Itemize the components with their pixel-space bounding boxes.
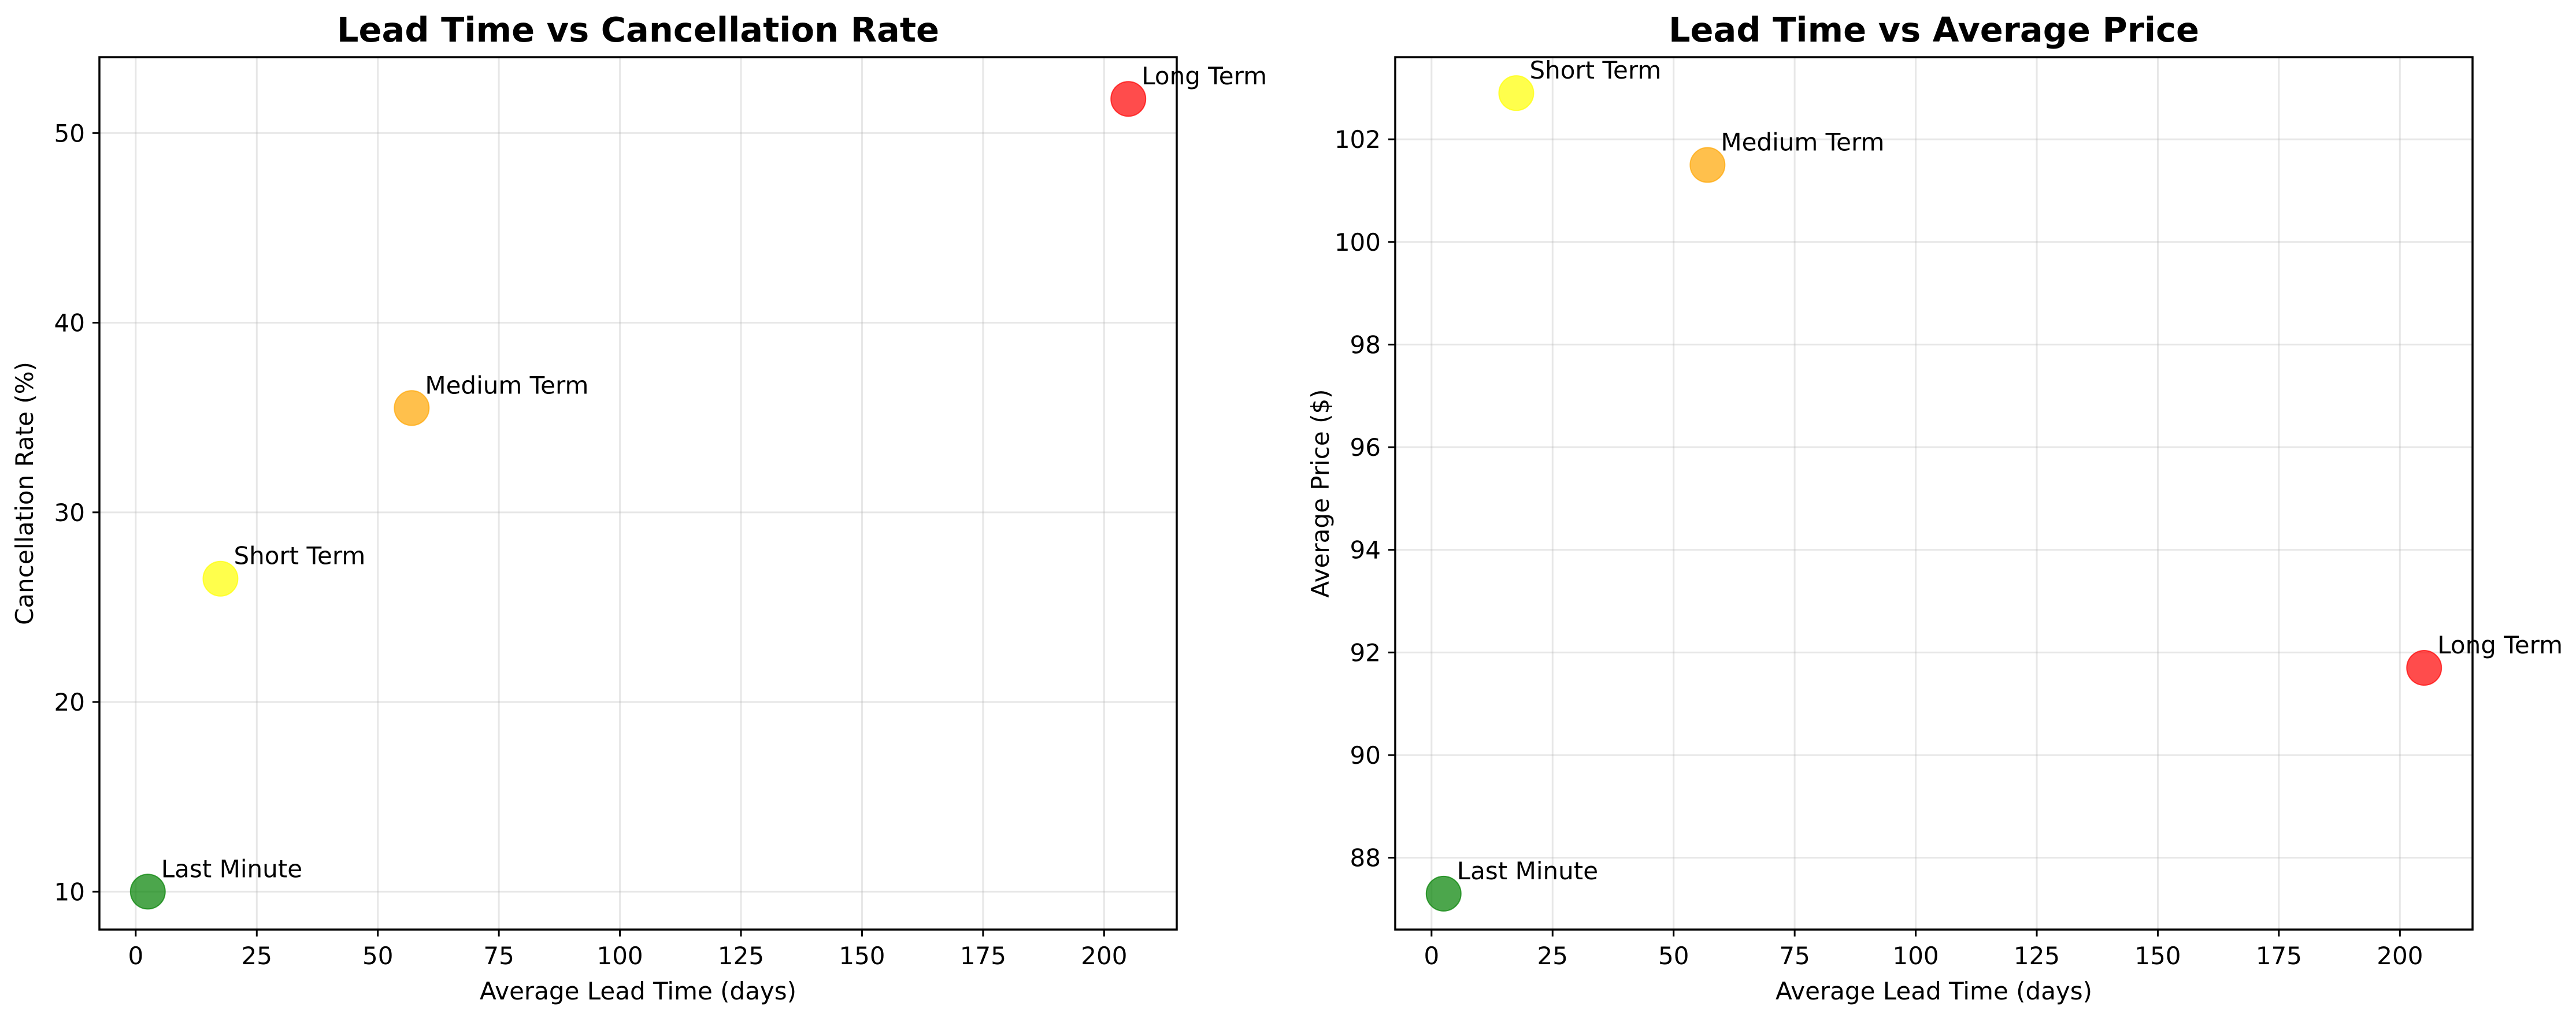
y-tick-label: 10 bbox=[54, 878, 85, 906]
x-tick-label: 50 bbox=[1658, 942, 1689, 970]
x-axis-label: Average Lead Time (days) bbox=[480, 977, 796, 1005]
data-point bbox=[2406, 650, 2442, 686]
x-tick-label: 125 bbox=[2014, 942, 2060, 970]
x-tick-label: 25 bbox=[1537, 942, 1568, 970]
data-point bbox=[1425, 875, 1462, 912]
chart-title: Lead Time vs Cancellation Rate bbox=[337, 10, 939, 50]
data-point bbox=[1110, 81, 1147, 117]
x-tick-label: 75 bbox=[483, 942, 514, 970]
y-tick-label: 92 bbox=[1350, 638, 1381, 667]
x-tick-label: 150 bbox=[839, 942, 885, 970]
cancellation-rate-chart: 0 25 50 75 100 125 150 175 200 10 20 30 40 50 Last Mi… bbox=[10, 10, 1267, 1005]
data-point-label: Medium Term bbox=[1721, 128, 1884, 157]
x-tick-label: 0 bbox=[128, 942, 143, 970]
y-tick-label: 40 bbox=[54, 309, 85, 337]
data-point-label: Long Term bbox=[1141, 62, 1267, 90]
y-tick-label: 20 bbox=[54, 688, 85, 716]
y-tick-label: 100 bbox=[1335, 228, 1381, 257]
x-tick-label: 0 bbox=[1424, 942, 1439, 970]
axis-ticks: 0 25 50 75 100 125 150 175 200 88 90 92 94 96 98 100 102 bbox=[1335, 125, 2423, 970]
y-tick-label: 90 bbox=[1350, 741, 1381, 770]
x-tick-label: 175 bbox=[2256, 942, 2302, 970]
grid bbox=[1395, 57, 2473, 930]
x-tick-label: 75 bbox=[1779, 942, 1810, 970]
grid bbox=[99, 57, 1177, 930]
data-point bbox=[1689, 147, 1726, 183]
average-price-chart: 0 25 50 75 100 125 150 175 200 88 90 92 94 96 98 100 102… bbox=[1306, 10, 2563, 1005]
data-points: Last Minute Short Term Medium Term Long Ter… bbox=[129, 62, 1267, 910]
x-tick-label: 25 bbox=[242, 942, 272, 970]
data-point-label: Medium Term bbox=[425, 371, 588, 399]
y-tick-label: 88 bbox=[1350, 844, 1381, 872]
x-tick-label: 100 bbox=[1892, 942, 1939, 970]
x-tick-label: 200 bbox=[1081, 942, 1127, 970]
data-point-label: Last Minute bbox=[161, 854, 302, 883]
chart-title: Lead Time vs Average Price bbox=[1669, 10, 2199, 50]
y-axis-label: Average Price ($) bbox=[1306, 389, 1335, 597]
x-tick-label: 175 bbox=[960, 942, 1006, 970]
data-point bbox=[394, 390, 430, 426]
plot-frame bbox=[98, 56, 1178, 931]
data-point bbox=[129, 874, 166, 910]
data-point bbox=[1498, 75, 1535, 112]
x-tick-label: 150 bbox=[2134, 942, 2181, 970]
x-tick-label: 200 bbox=[2377, 942, 2423, 970]
y-tick-label: 30 bbox=[54, 499, 85, 527]
y-tick-label: 94 bbox=[1350, 536, 1381, 564]
data-point bbox=[202, 560, 239, 597]
y-tick-label: 102 bbox=[1335, 125, 1381, 154]
y-tick-label: 96 bbox=[1350, 433, 1381, 462]
data-point-label: Long Term bbox=[2437, 631, 2563, 659]
y-axis-label: Cancellation Rate (%) bbox=[10, 362, 39, 625]
data-point-label: Short Term bbox=[233, 542, 365, 570]
x-tick-label: 100 bbox=[596, 942, 643, 970]
data-points: Last Minute Short Term Medium Term Long Ter… bbox=[1425, 56, 2563, 912]
x-axis-label: Average Lead Time (days) bbox=[1776, 977, 2092, 1005]
x-tick-label: 50 bbox=[362, 942, 393, 970]
axis-ticks: 0 25 50 75 100 125 150 175 200 10 20 30 40 50 bbox=[54, 119, 1128, 970]
plot-frame bbox=[1394, 56, 2474, 931]
y-tick-label: 50 bbox=[54, 119, 85, 147]
data-point-label: Short Term bbox=[1529, 56, 1661, 84]
x-tick-label: 125 bbox=[718, 942, 764, 970]
data-point-label: Last Minute bbox=[1457, 857, 1598, 885]
y-tick-label: 98 bbox=[1350, 330, 1381, 359]
